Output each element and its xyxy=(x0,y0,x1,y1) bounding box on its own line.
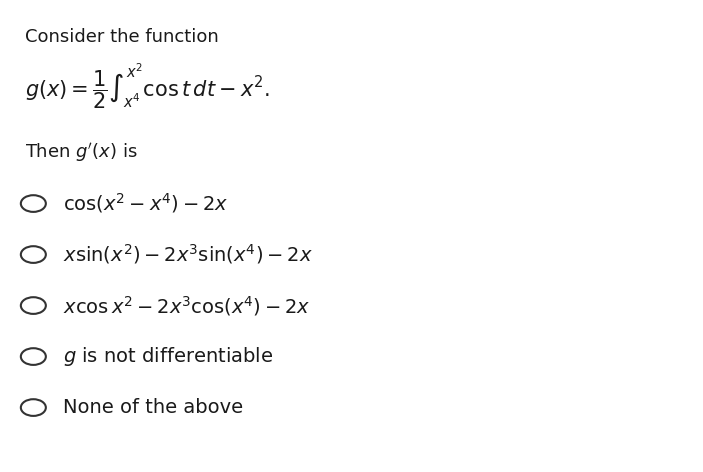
Text: $g(x) = \dfrac{1}{2} \int_{x^4}^{x^2} \cos t\, dt - x^2.$: $g(x) = \dfrac{1}{2} \int_{x^4}^{x^2} \c… xyxy=(25,63,270,112)
Text: $g$ is not differentiable: $g$ is not differentiable xyxy=(63,345,273,368)
Text: $x\cos x^2 - 2x^3\cos(x^4) - 2x$: $x\cos x^2 - 2x^3\cos(x^4) - 2x$ xyxy=(63,294,311,318)
Text: Then $g'(x)$ is: Then $g'(x)$ is xyxy=(25,141,138,164)
Text: None of the above: None of the above xyxy=(63,398,243,417)
Text: $\cos(x^2 - x^4) - 2x$: $\cos(x^2 - x^4) - 2x$ xyxy=(63,192,228,216)
Text: $x\sin(x^2) - 2x^3\sin(x^4) - 2x$: $x\sin(x^2) - 2x^3\sin(x^4) - 2x$ xyxy=(63,243,313,267)
Text: Consider the function: Consider the function xyxy=(25,28,219,46)
